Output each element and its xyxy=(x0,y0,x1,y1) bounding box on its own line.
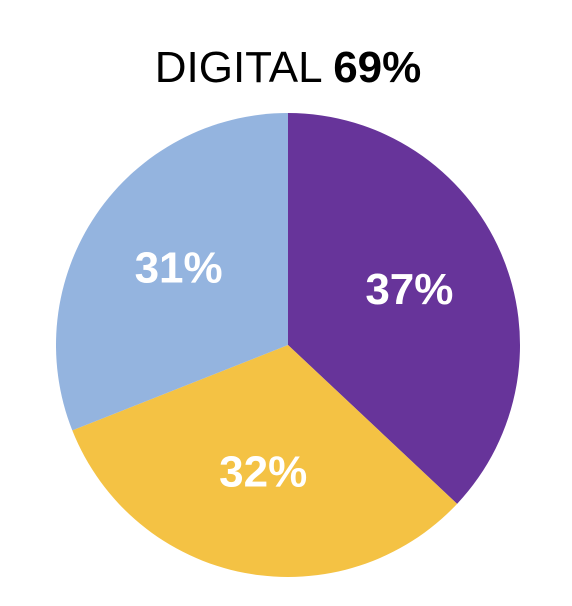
data-label: 37% xyxy=(365,265,453,314)
chart-title: DIGITAL 69% xyxy=(155,43,422,92)
title-highlight: 69% xyxy=(333,43,421,92)
title-text: DIGITAL xyxy=(155,43,322,92)
pie-slice xyxy=(72,345,458,578)
data-label: 31% xyxy=(135,243,223,292)
pie-slice xyxy=(288,113,520,504)
pie-slice xyxy=(55,113,289,431)
data-label: 32% xyxy=(219,448,307,497)
